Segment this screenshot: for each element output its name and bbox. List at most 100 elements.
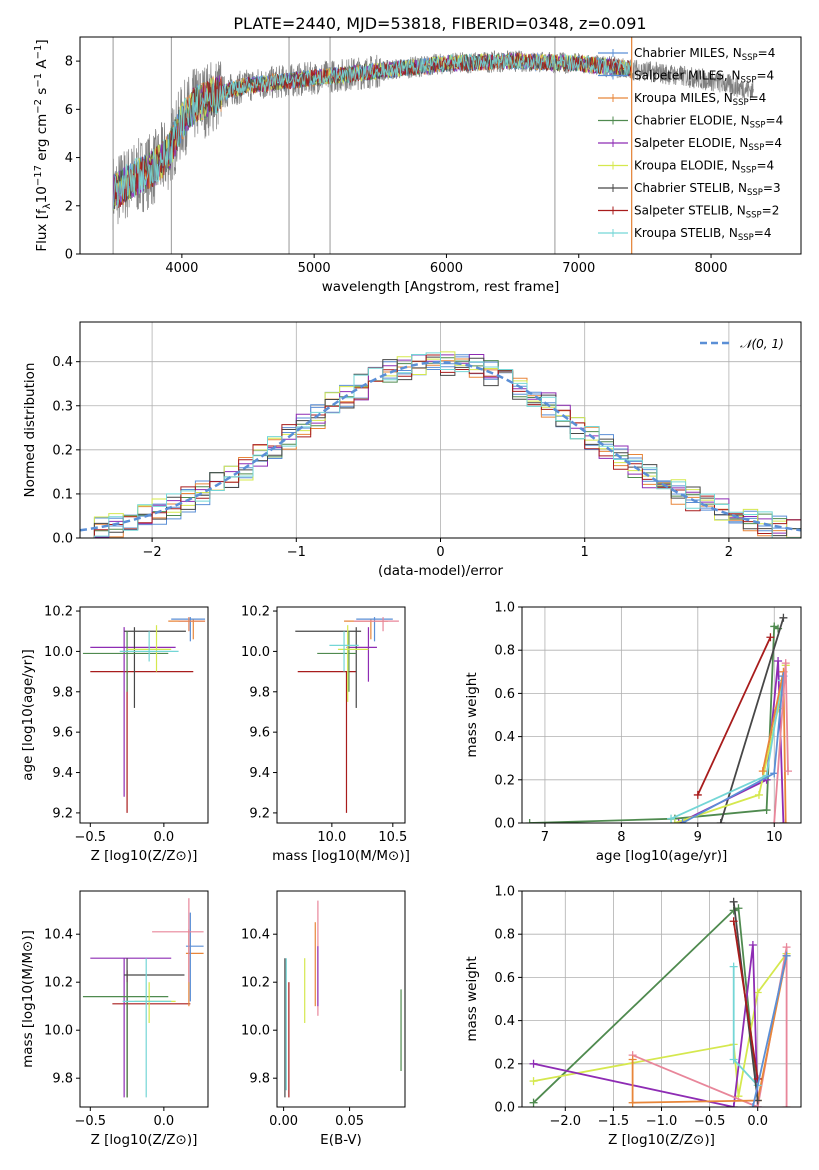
weight-marker [748, 941, 757, 949]
x-axis-label: wavelength [Angstrom, rest frame] [322, 279, 560, 295]
legend-n: 4 [767, 69, 775, 83]
y-tick-label: 10.2 [44, 605, 73, 620]
x-tick-label: −0.5 [694, 1114, 726, 1129]
y-tick-label: 9.4 [52, 766, 73, 781]
legend-sub: SSP [741, 166, 757, 176]
y-tick-label: 0.1 [52, 487, 73, 502]
y-tick-label: 10.0 [241, 1024, 270, 1039]
legend-sub: SSP [738, 233, 754, 243]
legend-n: 4 [759, 91, 767, 105]
y-tick-label: 8 [65, 55, 73, 70]
axes-frame [276, 890, 406, 1108]
weight-line-2 [533, 944, 759, 1107]
legend-entry: Kroupa STELIB, NSSP=4 [634, 226, 772, 243]
panel-age-vs-mass: 10.0 10.5 9.2 9.4 9.6 9.8 10.0 10.2 mass [log10(… [241, 605, 410, 864]
legend-name: Chabrier ELODIE [634, 114, 733, 128]
weight-line-5 [670, 680, 783, 820]
x-tick-label: −1.5 [598, 1114, 630, 1129]
y-tick-label: 9.8 [52, 685, 73, 700]
legend-eq: = [758, 46, 768, 60]
legend-sub: SSP [741, 76, 757, 86]
y-tick-label: 0.0 [52, 532, 73, 547]
x-tick-label: 0.0 [154, 830, 175, 845]
x-tick-label: −0.5 [75, 1114, 107, 1129]
y-axis-label-part: s [34, 88, 50, 99]
legend-n: 4 [774, 136, 782, 150]
legend-n: 4 [764, 226, 772, 240]
y-tick-label: 0.4 [494, 1014, 515, 1029]
x-tick-label: −2.0 [550, 1114, 582, 1129]
weight-marker [782, 951, 791, 960]
y-axis-label-part: λ [42, 203, 53, 209]
y-tick-label: 1.0 [494, 601, 515, 616]
plot-area-ebv [284, 900, 402, 1098]
plot-area-spectrum [112, 37, 754, 254]
x-tick-label: 8 [617, 830, 625, 845]
x-axis-label: age [log10(age/yr)] [596, 848, 728, 864]
y-axis-label-part: −1 [33, 73, 44, 88]
weight-marker [781, 659, 790, 668]
weight-marker [762, 806, 771, 815]
legend-name: Salpeter STELIB [634, 204, 729, 218]
weight-marker [693, 790, 702, 799]
y-axis-label: age [log10(age/yr)] [20, 649, 36, 781]
y-tick-label: 0.0 [494, 817, 515, 832]
x-tick-label: 10.0 [317, 830, 346, 845]
panel-mass-vs-Z: −0.5 0.0 9.8 10.0 10.2 10.4 Z [log10(Z/Z⊙)] mas… [20, 890, 209, 1148]
legend-n: 4 [767, 159, 775, 173]
legend-name: Kroupa STELIB [634, 226, 721, 240]
legend-label: 𝒩(0, 1) [740, 337, 784, 351]
legend-eq: = [766, 114, 776, 128]
legend-sep: , N [725, 46, 742, 60]
legend-sub: SSP [750, 121, 766, 131]
legend-sub: SSP [746, 211, 762, 221]
plot-area-weight-vs-age [525, 613, 793, 823]
y-tick-label: 6 [65, 103, 73, 118]
weight-line-2 [719, 617, 785, 823]
panel-weight-vs-Z: −2.0 −1.5 −1.0 −0.5 0.0 0.0 0.2 0.4 0.6 0.8 1.0 Z [… [464, 885, 802, 1148]
y-tick-label: 9.2 [52, 806, 73, 821]
y-axis-label-part: Flux [f [34, 208, 50, 252]
weight-line-0 [532, 906, 759, 1104]
y-axis-label: Flux [fλ10−17 erg cm−2 s−1 A−1] [33, 39, 53, 251]
x-tick-label: 4000 [165, 261, 198, 276]
legend-name: Salpeter MILES [634, 69, 724, 83]
weight-marker [529, 1077, 538, 1086]
y-axis-label-part: erg cm [34, 114, 50, 165]
legend-n: 2 [772, 204, 780, 218]
y-tick-label: 9.8 [249, 685, 270, 700]
y-tick-label: 2 [65, 199, 73, 214]
y-axis-label-part: −1 [33, 45, 44, 60]
y-tick-label: 0.6 [494, 971, 515, 986]
y-tick-label: 0.2 [494, 1057, 515, 1072]
legend-name: Kroupa MILES [634, 91, 716, 105]
y-tick-label: 1.0 [494, 885, 515, 900]
x-axis-label: Z [log10(Z/Z⊙)] [91, 1132, 198, 1148]
y-axis-label-part: 10 [34, 186, 50, 203]
model-line-8 [112, 52, 632, 211]
weight-marker [729, 917, 738, 926]
gaussian-curve [80, 360, 801, 532]
weight-marker [628, 1055, 637, 1064]
y-tick-label: 9.6 [249, 726, 270, 741]
y-axis-label-part: A [34, 59, 50, 73]
y-tick-label: 10.0 [241, 645, 270, 660]
x-tick-label: 1 [581, 545, 589, 560]
legend-n: 4 [768, 46, 776, 60]
weight-marker [758, 767, 767, 776]
y-tick-label: 0.3 [52, 399, 73, 414]
panel-residuals: −2 −1 0 1 2 0.0 0.1 0.2 0.3 0.4 (data-model)/error… [22, 321, 802, 579]
y-axis-label: mass [log10(M/M⊙)] [20, 930, 36, 1068]
weight-marker [729, 1103, 738, 1107]
weight-marker [667, 814, 676, 823]
legend-eq: = [762, 204, 772, 218]
legend-sep: , N [724, 69, 741, 83]
y-tick-label: 9.8 [249, 1072, 270, 1087]
weight-line-7 [732, 921, 759, 1080]
weight-line-8 [752, 955, 788, 1107]
y-tick-label: 0.8 [494, 928, 515, 943]
x-tick-label: 9 [694, 830, 702, 845]
x-tick-label: 0.05 [335, 1114, 364, 1129]
